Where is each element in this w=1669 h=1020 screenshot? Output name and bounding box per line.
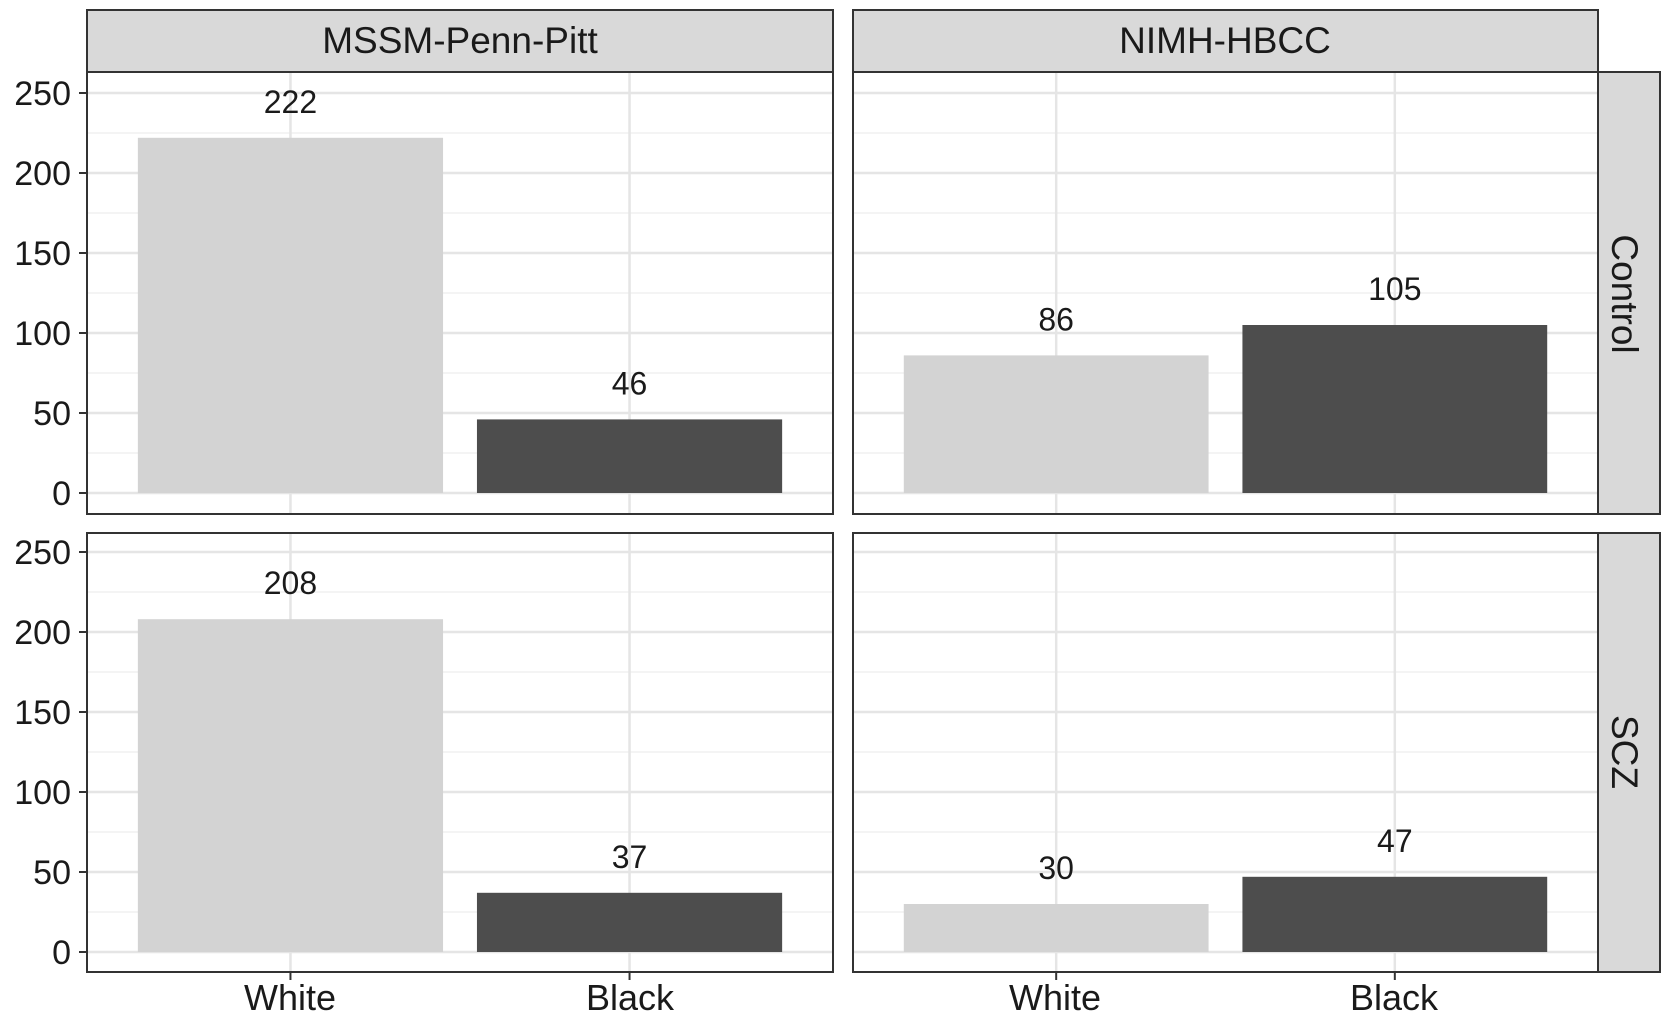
x-tick-label-white-right: White [1009, 977, 1101, 1018]
panel-border-1 [852, 71, 1599, 515]
x-tick-label-black-left: Black [586, 977, 675, 1018]
bar-white [137, 619, 444, 952]
y-tick-label: 100 [14, 315, 71, 353]
y-tick-label: 50 [33, 854, 71, 892]
data-label-black: 46 [612, 365, 648, 401]
x-tick-label-black-right: Black [1350, 977, 1439, 1018]
strip-right-0 [1597, 71, 1661, 515]
data-label-black: 105 [1368, 271, 1421, 307]
data-label-white: 222 [264, 84, 317, 120]
y-tick-label: 150 [14, 694, 71, 732]
bar-white [903, 355, 1209, 493]
y-tick-label: 0 [52, 475, 71, 513]
y-tick-label: 150 [14, 235, 71, 273]
data-label-black: 47 [1377, 823, 1413, 859]
x-tick-label-white-left: White [244, 977, 336, 1018]
panel-border-2 [86, 532, 834, 973]
strip-label-control: Control [1604, 234, 1645, 353]
bar-white [903, 904, 1209, 952]
strip-label-nimh-hbcc: NIMH-HBCC [1119, 20, 1331, 61]
bar-black [476, 419, 783, 493]
bar-white [137, 137, 444, 494]
y-tick-label: 0 [52, 934, 71, 972]
panel-border-3 [852, 532, 1599, 973]
data-label-white: 30 [1038, 850, 1074, 886]
data-label-white: 208 [264, 565, 317, 601]
y-tick-label: 50 [33, 395, 71, 433]
strip-label-scz: SCZ [1604, 715, 1645, 789]
y-tick-label: 200 [14, 155, 71, 193]
bar-black [476, 892, 783, 952]
strip-label-mssm-penn-pitt: MSSM-Penn-Pitt [322, 20, 598, 61]
bar-black [1242, 325, 1548, 493]
strip-top-1 [852, 9, 1599, 73]
strip-top-0 [86, 9, 834, 73]
bar-black [1242, 876, 1548, 952]
y-tick-label: 100 [14, 774, 71, 812]
data-label-black: 37 [612, 839, 648, 875]
y-tick-label: 250 [14, 534, 71, 572]
data-label-white: 86 [1038, 301, 1074, 337]
strip-right-1 [1597, 532, 1661, 973]
y-tick-label: 250 [14, 75, 71, 113]
y-tick-label: 200 [14, 614, 71, 652]
panel-border-0 [86, 71, 834, 515]
